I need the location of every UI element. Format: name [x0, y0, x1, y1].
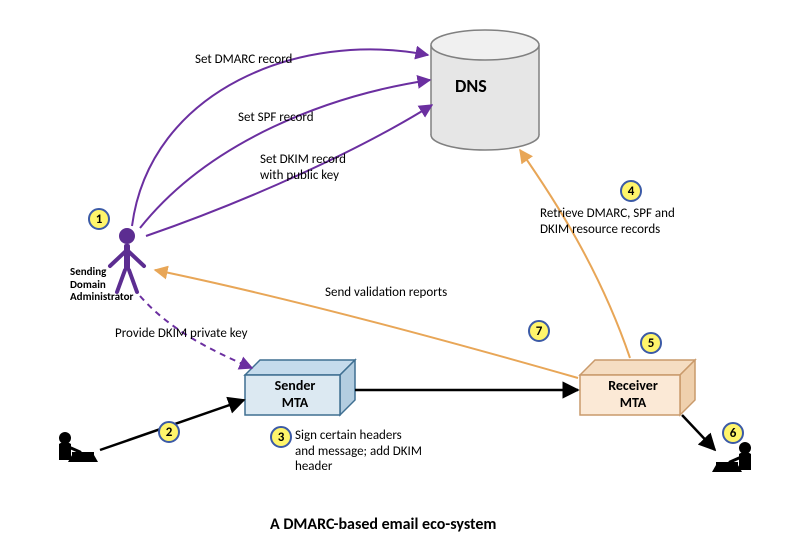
label-retrieve: Retrieve DMARC, SPF and DKIM resource re…	[540, 206, 675, 237]
step-badge-7: 7	[528, 320, 550, 342]
label-sign-step: Sign certain headers and message; add DK…	[295, 428, 422, 475]
edge-set-dmarc	[132, 49, 428, 226]
label-set-spf: Set SPF record	[238, 110, 314, 126]
dns-label: DNS	[455, 75, 487, 97]
diagram-title: A DMARC-based email eco-system	[270, 515, 496, 534]
step-badge-6: 6	[722, 422, 744, 444]
sender-user-icon	[59, 432, 98, 462]
receiver-mta-label: Receiver MTA	[598, 378, 668, 412]
label-set-dmarc: Set DMARC record	[195, 52, 292, 68]
step-badge-3: 3	[270, 426, 292, 448]
step-badge-2: 2	[158, 421, 180, 443]
edge-deliver	[682, 415, 715, 450]
label-reports: Send validation reports	[325, 285, 447, 301]
receiver-user-icon	[712, 442, 751, 472]
step-badge-1: 1	[88, 208, 110, 230]
sender-mta-label: Sender MTA	[265, 378, 325, 412]
label-set-dkim: Set DKIM record with public key	[260, 152, 346, 183]
step-badge-5: 5	[640, 332, 662, 354]
admin-label: Sending Domain Administrator	[70, 266, 160, 304]
step-badge-4: 4	[620, 180, 642, 202]
diagram-canvas: { "type": "flowchart", "title": { "text"…	[0, 0, 800, 549]
label-provide-key: Provide DKIM private key	[115, 326, 248, 342]
